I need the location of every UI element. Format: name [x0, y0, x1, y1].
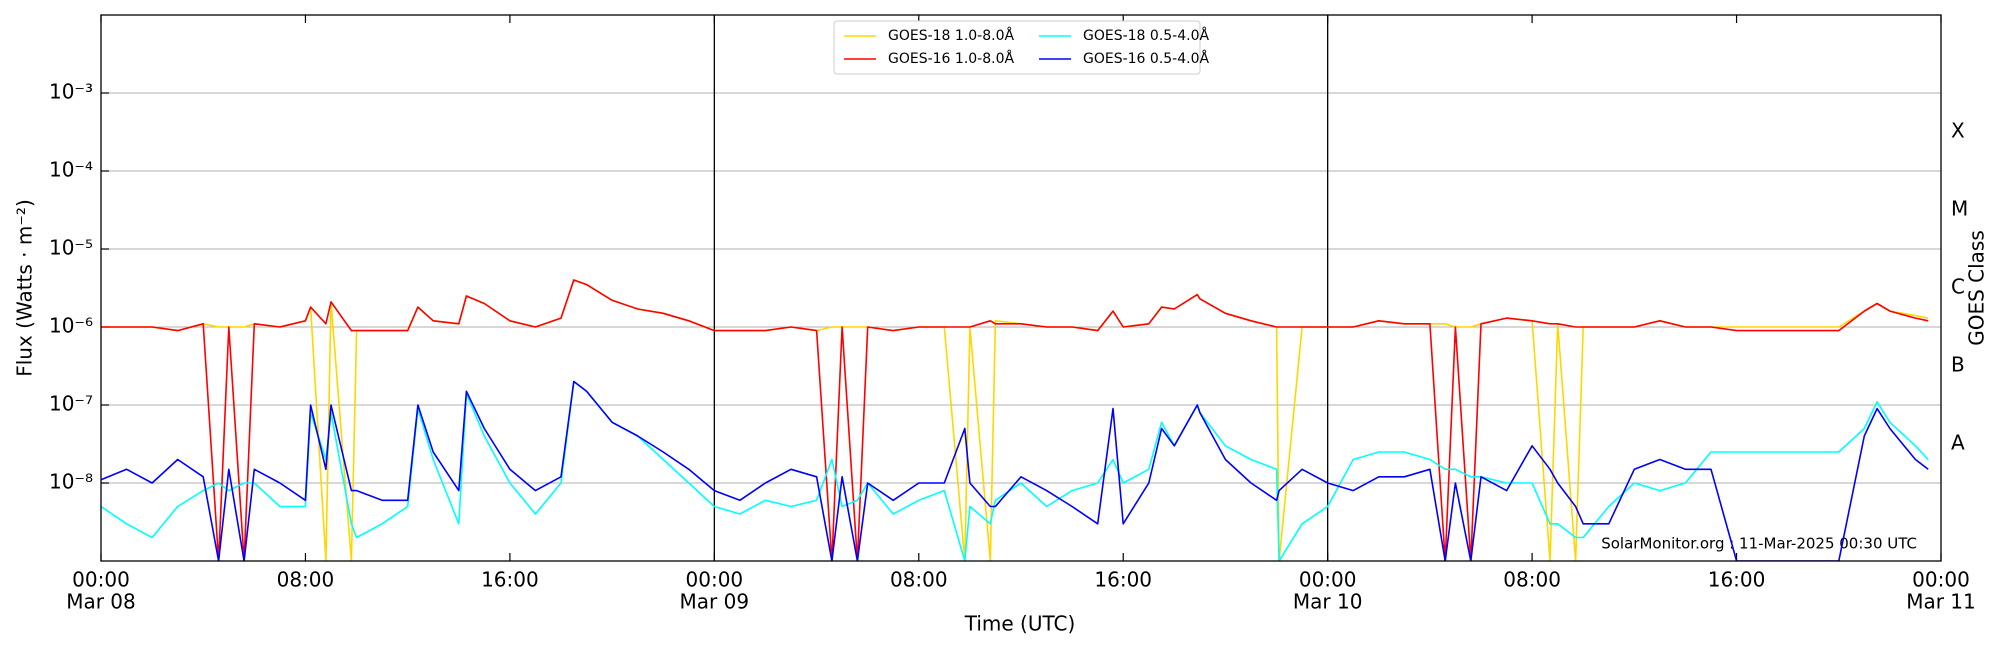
series-line	[101, 279, 1929, 561]
y2-tick-label: X	[1951, 119, 1965, 143]
x-date-label: Mar 08	[66, 590, 136, 614]
y-tick-label: 10⁻⁶	[49, 314, 93, 338]
x-axis-label: Time (UTC)	[964, 612, 1076, 636]
x-date-label: Mar 10	[1293, 590, 1363, 614]
y-tick-label: 10⁻⁷	[49, 392, 93, 416]
annotation: SolarMonitor.org : 11-Mar-2025 00:30 UTC	[1601, 535, 1917, 553]
plot-area	[101, 279, 1929, 561]
y2-tick-label: M	[1951, 197, 1968, 221]
legend-label: GOES-18 0.5-4.0Å	[1083, 27, 1209, 44]
y2-axis-label: GOES Class	[1965, 230, 1989, 346]
y2-tick-label: C	[1951, 275, 1965, 299]
y2-tick-label: A	[1951, 431, 1965, 455]
x-tick-label: 00:00	[686, 568, 744, 592]
x-tick-label: 00:00	[1299, 568, 1357, 592]
y-tick-label: 10⁻⁴	[49, 158, 93, 182]
legend-label: GOES-16 0.5-4.0Å	[1083, 50, 1209, 67]
x-tick-label: 08:00	[890, 568, 948, 592]
y-axis-label: Flux (Watts · m⁻²)	[13, 199, 37, 377]
y-tick-label: 10⁻⁵	[49, 236, 93, 260]
x-tick-label: 00:00	[1912, 568, 1970, 592]
x-tick-label: 16:00	[1708, 568, 1766, 592]
plot-frame	[100, 14, 1942, 562]
x-tick-label: 08:00	[277, 568, 335, 592]
series-line	[101, 380, 1929, 561]
x-tick-label: 00:00	[72, 568, 130, 592]
legend-box	[833, 20, 1201, 75]
y-tick-label: 10⁻⁸	[49, 470, 93, 494]
x-tick-label: 08:00	[1503, 568, 1561, 592]
x-date-label: Mar 11	[1906, 590, 1976, 614]
x-date-label: Mar 09	[680, 590, 750, 614]
legend-label: GOES-18 1.0-8.0Å	[888, 27, 1014, 44]
y-tick-label: 10⁻³	[49, 80, 93, 104]
x-tick-label: 16:00	[481, 568, 539, 592]
y2-tick-label: B	[1951, 353, 1965, 377]
x-tick-label: 16:00	[1094, 568, 1152, 592]
series-line	[101, 380, 1929, 561]
legend-label: GOES-16 1.0-8.0Å	[888, 50, 1014, 67]
